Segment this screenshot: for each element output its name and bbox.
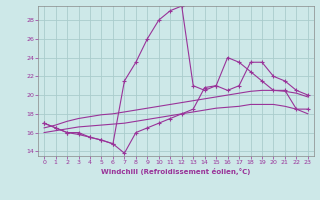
X-axis label: Windchill (Refroidissement éolien,°C): Windchill (Refroidissement éolien,°C) bbox=[101, 168, 251, 175]
